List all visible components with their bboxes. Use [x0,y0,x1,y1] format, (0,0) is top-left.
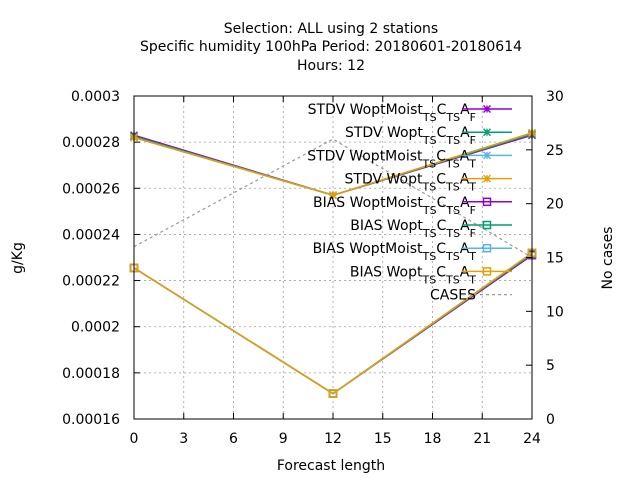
legend-marker [483,128,491,137]
grid [134,96,532,419]
x-tick-label: 21 [473,431,491,447]
series-point [328,389,338,398]
series-point [329,191,337,200]
y-tick-label: 0.00018 [62,366,120,382]
y2-tick-label: 0 [546,412,555,428]
title-line: Hours: 12 [297,58,365,74]
legend-label: STDV WoptTSCTSAF [345,125,476,147]
y2-tick-label: 25 [546,143,564,159]
title-line: Specific humidity 100hPa Period: 2018060… [140,39,522,55]
y-tick-label: 0.0002 [71,320,120,336]
y-tick-label: 0.00024 [62,227,120,243]
legend-marker [483,174,491,183]
y2-tick-label: 30 [546,89,564,105]
y-tick-label: 0.00026 [62,181,120,197]
x-axis-label: Forecast length [277,458,385,474]
y2-tick-label: 5 [546,358,555,374]
legend-marker [482,220,492,230]
series-line [133,252,533,395]
title-line: Selection: ALL using 2 stations [224,21,438,37]
legend-marker [482,243,492,253]
y2-tick-label: 15 [546,251,564,267]
y2-tick-label: 20 [546,197,564,213]
y2-tick-label: 10 [546,304,564,320]
ticks: 0 3 6 9 12 15 18 21 24 0.00016 0.00018 0.0002 0.0002… [62,89,564,447]
y-tick-label: 0.00028 [62,135,120,151]
y-axis-label: g/Kg [10,242,26,274]
x-tick-label: 9 [279,431,288,447]
legend-marker [483,151,491,160]
x-tick-label: 18 [424,431,442,447]
x-tick-label: 15 [374,431,392,447]
legend-marker [482,267,492,276]
x-tick-label: 6 [229,431,238,447]
legend-label: BIAS WoptTSCTSAF [350,218,476,240]
legend-marker [483,105,491,113]
legend-label: BIAS WoptMoistTSCTSAF [313,195,476,217]
legend-label: CASES [430,288,476,304]
legend-marker [482,197,492,207]
chart-title: Selection: ALL using 2 stations Specific… [140,21,522,74]
series-line [133,138,533,259]
legend-label: STDV WoptMoistTSCTSAT [307,148,476,170]
x-tick-label: 0 [130,431,139,447]
y2-axis-label: No cases [600,227,616,290]
legend-label: BIAS WoptMoistTSCTSAT [313,241,477,263]
x-tick-label: 12 [324,431,342,447]
x-tick-label: 3 [179,431,188,447]
legend-label: STDV WoptTSCTSAT [345,172,477,194]
legend-label: BIAS WoptTSCTSAT [350,264,476,286]
legend-label: STDV WoptMoistTSCTSAF [308,102,476,124]
y-tick-label: 0.00016 [62,412,120,428]
y-tick-label: 0.00022 [62,274,120,290]
x-tick-label: 24 [523,431,541,447]
y-tick-label: 0.0003 [71,89,120,105]
